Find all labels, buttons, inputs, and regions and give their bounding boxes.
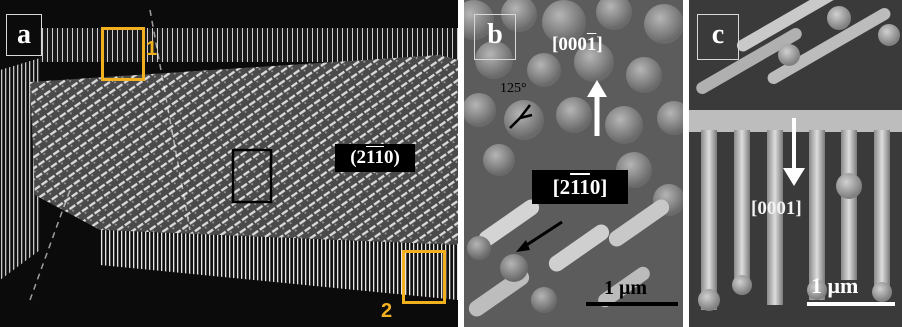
front-nanowire-curtain <box>100 230 458 300</box>
dir-up-part-1: [000 <box>552 34 587 55</box>
up-arrow-head <box>587 80 607 97</box>
plane-label: (2110) <box>335 144 415 172</box>
dashed-guide-line-2 <box>29 189 71 301</box>
dir-down-part-2: 1 <box>570 175 580 199</box>
panel-b: b [0001] 125° [2110] 1 μm <box>464 0 683 327</box>
marker-number-1: 1 <box>146 38 158 60</box>
vertical-stems <box>701 130 890 310</box>
down-arrow-head <box>783 168 805 186</box>
dir-up-part-3: ] <box>596 34 603 55</box>
panel-a-label: a <box>6 14 42 56</box>
top-nanowire-fringe <box>40 28 458 62</box>
panel-a-micrograph <box>0 9 458 301</box>
left-side-wall <box>0 58 40 280</box>
dashed-guide-line <box>149 9 191 231</box>
panel-a: a 1 2 (2110) <box>0 0 458 327</box>
scale-bar-b <box>586 302 678 306</box>
marker-box-1 <box>101 27 145 81</box>
panel-b-micrograph <box>464 0 683 327</box>
angle-label: 125° <box>500 81 527 96</box>
diagonal-arrow-head <box>516 240 530 252</box>
panel-c-label: c <box>697 14 739 60</box>
scale-bar-c <box>807 302 895 306</box>
plane-label-part-2: 1 <box>366 147 375 168</box>
lower-rods <box>467 199 670 317</box>
marker-number-2: 2 <box>381 300 393 322</box>
plane-label-part-1: (2 <box>350 147 367 168</box>
marker-box-2 <box>402 250 446 304</box>
upper-rods <box>696 0 900 94</box>
direction-label-c: [0001] <box>751 198 802 219</box>
angle-indicator <box>509 104 533 129</box>
dir-down-part-4: 0] <box>589 175 608 199</box>
direction-label-up: [0001] <box>552 34 603 56</box>
inset-box <box>231 148 273 204</box>
dir-down-part-3: 1 <box>579 175 590 199</box>
stem-caps <box>698 173 892 311</box>
panel-c-micrograph <box>689 0 902 327</box>
panel-b-label: b <box>474 14 516 60</box>
sphere-cluster <box>464 0 683 216</box>
scale-bar-b-label: 1 μm <box>604 277 647 299</box>
direction-label-down: [2110] <box>532 170 628 204</box>
panel-c: c [0001] 1 μm <box>689 0 902 327</box>
dir-up-part-2: 1 <box>586 34 597 55</box>
scale-bar-c-label: 1 μm <box>811 273 859 298</box>
plane-label-part-4: 0) <box>383 147 400 168</box>
dir-down-part-1: [2 <box>552 175 571 199</box>
plane-label-part-3: 1 <box>374 147 384 168</box>
diagonal-arrow <box>521 220 563 250</box>
